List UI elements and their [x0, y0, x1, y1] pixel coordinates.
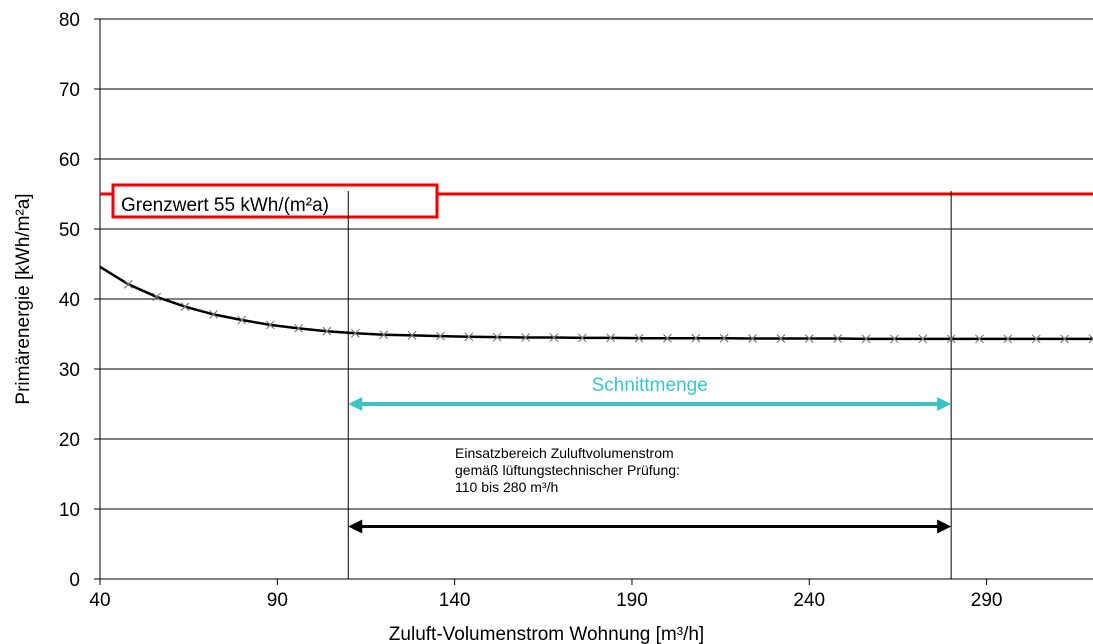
y-tick-label: 20 [59, 430, 80, 451]
data-point [379, 330, 389, 340]
annotation-text-line: 110 bis 280 m³/h [455, 479, 558, 495]
grid-lines [100, 18, 1093, 510]
series-line [99, 265, 1093, 341]
y-tick-labels: 0 10 20 30 40 50 60 70 80 [59, 10, 100, 591]
y-tick-label: 80 [59, 10, 80, 31]
data-point [946, 334, 956, 344]
data-point [1088, 334, 1093, 344]
data-point [890, 334, 899, 344]
range-arrows: Schnittmenge [348, 375, 952, 534]
y-tick-label: 60 [59, 150, 80, 171]
data-point [265, 320, 275, 330]
data-point [776, 334, 786, 343]
data-point [294, 324, 303, 333]
annotation-text-line: gemäß lüftungstechnischer Prüfung: [455, 462, 680, 478]
data-point [350, 328, 360, 338]
y-tick-label: 40 [59, 290, 80, 311]
series-group [99, 265, 1093, 344]
data-point [407, 331, 417, 340]
data-point [152, 292, 162, 302]
data-point [180, 302, 190, 312]
annotation-text-line: Einsatzbereich Zuluftvolumenstrom [455, 445, 674, 461]
range-arrowhead-right [937, 519, 952, 534]
data-point [549, 333, 559, 342]
x-tick-labels: 40 90 140 190 240 290 [89, 579, 1002, 611]
x-tick-label: 90 [267, 590, 288, 611]
x-tick-label: 290 [971, 590, 1003, 611]
data-point [492, 332, 502, 342]
limit-line-group: Grenzwert 55 kWh/(m²a) [100, 183, 1093, 219]
limit-label-box [111, 183, 439, 219]
data-point [663, 333, 672, 343]
x-tick-label: 190 [616, 590, 648, 611]
x-axis-title: Zuluft-Volumenstrom Wohnung [m³/h] [389, 624, 704, 644]
y-tick-label: 50 [59, 220, 80, 241]
data-point [804, 334, 814, 343]
range-arrowhead-left [348, 519, 363, 534]
x-tick-label: 240 [793, 590, 825, 611]
limit-label: Grenzwert 55 kWh/(m²a) [121, 195, 329, 216]
y-tick-label: 0 [69, 570, 80, 591]
data-point [521, 333, 530, 342]
data-point [1060, 334, 1070, 344]
range-arrowhead-right [937, 397, 952, 411]
data-point [918, 334, 928, 344]
y-tick-label: 70 [59, 80, 80, 101]
range-arrowhead-left [348, 397, 363, 411]
range-vertical-lines [347, 191, 952, 579]
data-point [123, 279, 133, 289]
x-tick-label: 140 [439, 590, 471, 611]
x-tick-label: 40 [89, 590, 110, 611]
data-point [1031, 334, 1041, 344]
data-point [464, 332, 474, 342]
data-point [719, 333, 729, 343]
data-point [634, 333, 644, 343]
data-point [322, 326, 332, 336]
y-axis-title: Primärenergie [kWh/m²a] [13, 193, 34, 404]
data-point [1003, 334, 1013, 344]
axes [95, 19, 1093, 584]
data-point [209, 310, 218, 319]
data-point [748, 334, 757, 343]
data-point [691, 333, 701, 343]
data-point [833, 334, 843, 343]
data-point [237, 315, 247, 325]
range-label: Schnittmenge [592, 375, 708, 396]
data-point [606, 333, 616, 343]
data-point [975, 334, 984, 344]
y-tick-label: 10 [59, 500, 80, 521]
data-point [577, 333, 587, 343]
data-point [861, 334, 871, 344]
data-point [436, 331, 445, 341]
y-tick-label: 30 [59, 360, 80, 381]
